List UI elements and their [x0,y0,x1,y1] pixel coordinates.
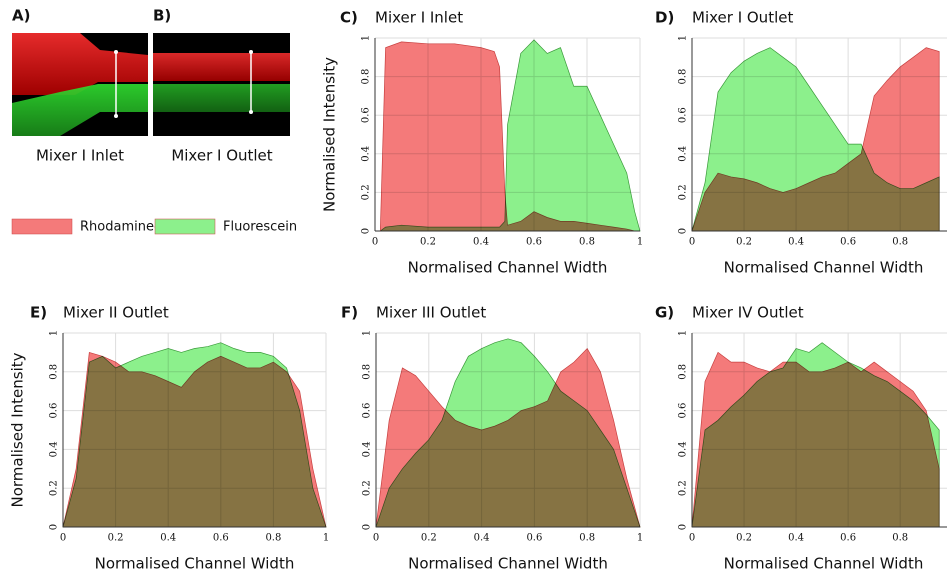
chart-title: Mixer II Outlet [63,304,169,322]
micrograph-b [153,33,290,136]
panel-label: G) [655,304,674,322]
y-tick-label: 0.2 [49,480,60,496]
y-tick-label: 0.4 [361,146,372,162]
y-axis-label: Normalised Intensity [9,352,27,507]
y-tick-label: 0.6 [678,403,689,419]
micrograph-a [12,33,148,136]
x-tick-label: 0.8 [892,533,908,544]
y-tick-label: 0.4 [678,441,689,457]
y-tick-label: 0.6 [361,107,372,123]
chart-title: Mixer III Outlet [376,304,486,322]
x-tick-label: 0.2 [421,533,437,544]
x-tick-label: 0.2 [420,237,436,248]
y-tick-label: 1 [678,330,689,336]
x-tick-label: 0.8 [892,237,908,248]
y-tick-label: 0.6 [362,403,373,419]
x-tick-label: 0.8 [265,533,281,544]
area [691,47,940,232]
y-tick-label: 0.8 [49,364,60,380]
x-tick-label: 0 [689,237,695,248]
panel-label: A) [12,7,30,25]
y-tick-label: 1 [678,35,689,41]
x-tick-label: 0 [60,533,66,544]
y-tick-label: 0.2 [362,480,373,496]
area [62,342,327,528]
legend-swatch [11,218,73,235]
x-tick-label: 0 [689,533,695,544]
panel-label: C) [340,9,358,27]
x-tick-label: 0.6 [526,237,542,248]
legend-label: Rhodamine-B [80,220,167,235]
y-axis-label: Normalised Intensity [321,57,339,212]
x-tick-label: 0.6 [840,237,856,248]
x-axis-label: Normalised Channel Width [95,555,295,571]
x-tick-label: 0.2 [736,533,752,544]
panel-label: B) [153,7,171,25]
y-tick-label: 0.6 [49,403,60,419]
x-tick-label: 0.4 [474,533,490,544]
y-tick-label: 0 [678,524,689,530]
x-tick-label: 1 [637,533,643,544]
x-tick-label: 0.4 [788,237,804,248]
x-axis-label: Normalised Channel Width [724,555,924,571]
x-tick-label: 0.8 [579,237,595,248]
x-tick-label: 0.4 [473,237,489,248]
x-axis-label: Normalised Channel Width [408,259,608,277]
x-axis-label: Normalised Channel Width [724,259,924,277]
x-tick-label: 0.6 [526,533,542,544]
chart-title: Mixer IV Outlet [692,304,804,322]
panel-label: F) [341,304,358,322]
y-tick-label: 0.6 [678,107,689,123]
y-tick-label: 0.8 [362,364,373,380]
legend-swatch [154,218,216,235]
x-tick-label: 1 [637,237,643,248]
x-axis-label: Normalised Channel Width [408,555,608,571]
x-tick-label: 0.4 [160,533,176,544]
y-tick-label: 0.4 [362,441,373,457]
panel-label: E) [30,304,47,322]
x-tick-label: 0.2 [736,237,752,248]
y-tick-label: 0 [362,524,373,530]
area [375,338,641,528]
y-tick-label: 0.4 [678,146,689,162]
legend-label: Fluorescein [223,220,297,235]
y-tick-label: 1 [49,330,60,336]
y-tick-label: 0 [678,228,689,234]
area [375,39,641,232]
x-tick-label: 0.4 [788,533,804,544]
y-tick-label: 0.2 [678,184,689,200]
x-tick-label: 0 [373,533,379,544]
y-tick-label: 0 [49,524,60,530]
x-tick-label: 0.6 [840,533,856,544]
panel-label: D) [655,9,674,27]
y-tick-label: 0.2 [678,480,689,496]
y-tick-label: 0.2 [361,184,372,200]
x-tick-label: 0 [372,237,378,248]
x-tick-label: 0.2 [108,533,124,544]
chart-title: Mixer I Inlet [375,9,463,27]
x-tick-label: 0.6 [213,533,229,544]
image-caption: Mixer I Outlet [171,147,272,165]
y-tick-label: 0.8 [678,69,689,85]
y-tick-label: 1 [362,330,373,336]
image-caption: Mixer I Inlet [36,147,124,165]
y-tick-label: 0.4 [49,441,60,457]
chart-title: Mixer I Outlet [692,9,793,27]
y-tick-label: 0.8 [361,69,372,85]
x-tick-label: 1 [323,533,329,544]
y-tick-label: 1 [361,35,372,41]
y-tick-label: 0 [361,228,372,234]
y-tick-label: 0.8 [678,364,689,380]
x-tick-label: 0.8 [579,533,595,544]
area [691,342,940,528]
